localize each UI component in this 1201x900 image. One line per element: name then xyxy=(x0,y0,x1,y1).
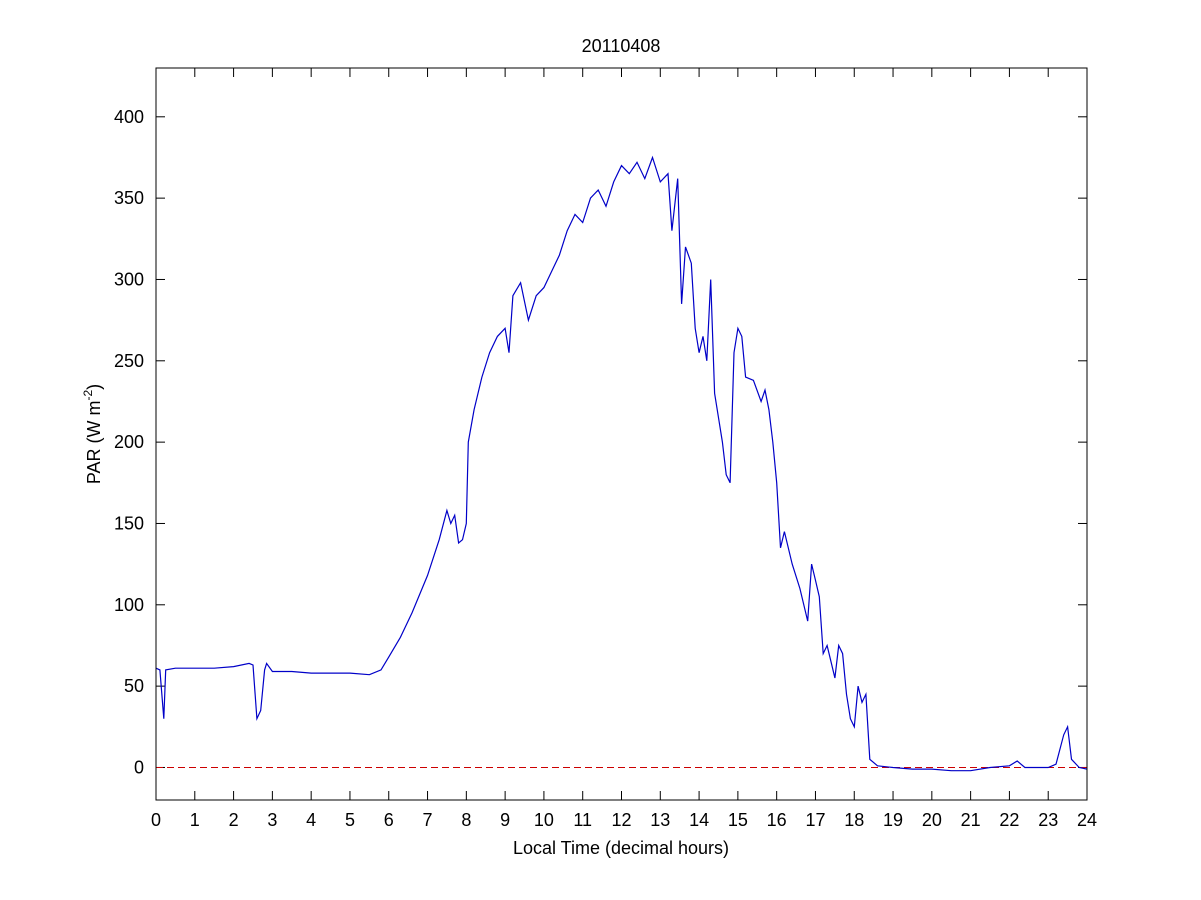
x-tick-label: 24 xyxy=(1077,810,1097,830)
y-label-end: ) xyxy=(84,384,104,390)
x-tick-label: 17 xyxy=(805,810,825,830)
x-tick-label: 19 xyxy=(883,810,903,830)
y-tick-label: 50 xyxy=(124,676,144,696)
x-tick-label: 1 xyxy=(190,810,200,830)
x-tick-label: 11 xyxy=(573,810,592,830)
y-tick-label: 0 xyxy=(134,757,144,777)
x-tick-label: 7 xyxy=(423,810,433,830)
x-tick-label: 8 xyxy=(461,810,471,830)
x-tick-label: 13 xyxy=(650,810,670,830)
x-tick-label: 18 xyxy=(844,810,864,830)
y-label-main: PAR (W m xyxy=(84,401,104,485)
x-tick-label: 5 xyxy=(345,810,355,830)
y-tick-label: 100 xyxy=(114,595,144,615)
y-label-sup: -2 xyxy=(81,390,95,401)
y-tick-label: 300 xyxy=(114,269,144,289)
y-tick-label: 400 xyxy=(114,107,144,127)
x-tick-label: 9 xyxy=(500,810,510,830)
x-tick-label: 0 xyxy=(151,810,161,830)
y-tick-label: 150 xyxy=(114,513,144,533)
x-tick-label: 6 xyxy=(384,810,394,830)
x-tick-label: 3 xyxy=(267,810,277,830)
y-tick-label: 200 xyxy=(114,432,144,452)
data-line xyxy=(155,155,1088,772)
chart-title: 20110408 xyxy=(582,36,661,56)
x-tick-label: 23 xyxy=(1038,810,1058,830)
x-axis-label: Local Time (decimal hours) xyxy=(513,838,729,858)
x-tick-label: 10 xyxy=(534,810,554,830)
x-tick-label: 16 xyxy=(767,810,787,830)
y-tick-label: 350 xyxy=(114,188,144,208)
x-tick-label: 12 xyxy=(611,810,631,830)
y-axis-label: PAR (W m-2) xyxy=(81,384,104,484)
x-tick-label: 20 xyxy=(922,810,942,830)
x-tick-label: 14 xyxy=(689,810,709,830)
x-tick-label: 15 xyxy=(728,810,748,830)
plot-frame xyxy=(155,67,1088,801)
x-tick-label: 22 xyxy=(999,810,1019,830)
x-tick-label: 21 xyxy=(961,810,981,830)
y-tick-label: 250 xyxy=(114,351,144,371)
x-tick-label: 4 xyxy=(306,810,316,830)
x-tick-label: 2 xyxy=(229,810,239,830)
